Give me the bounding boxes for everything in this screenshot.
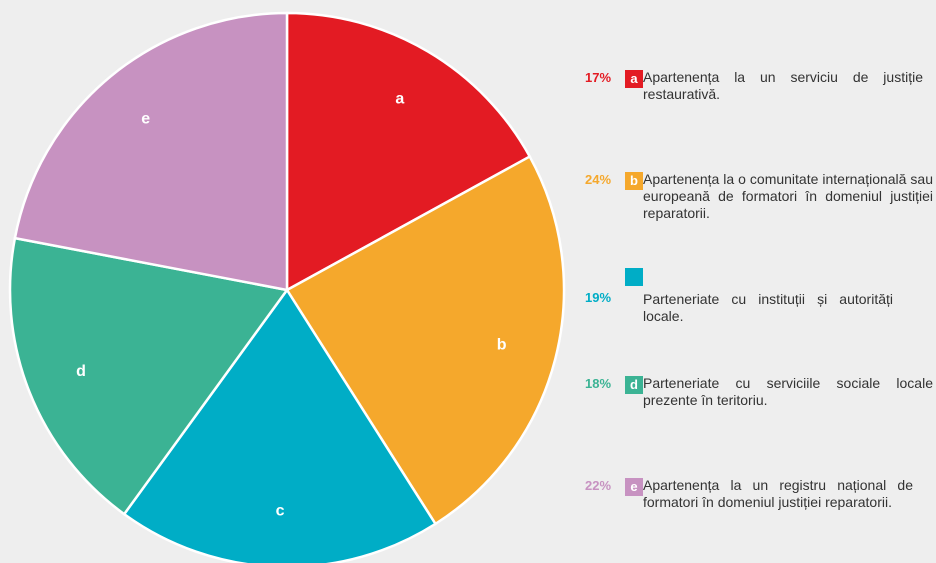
legend-box: d xyxy=(625,376,643,394)
pie-slice xyxy=(122,287,438,563)
legend-box: e xyxy=(625,478,643,496)
legend-box: b xyxy=(625,172,643,190)
pie-slice xyxy=(13,11,289,292)
legend-text: Apartenența la un registru național de f… xyxy=(643,477,913,510)
pie-slice xyxy=(8,236,290,516)
legend-percent: 17% xyxy=(585,70,612,85)
slice-label: c xyxy=(276,503,285,520)
slice-label: b xyxy=(497,336,507,353)
legend-text: Apartenența la o comunitate internaționa… xyxy=(643,171,933,221)
pie-slice xyxy=(285,11,532,293)
slice-label: a xyxy=(395,90,404,107)
legend-percent: 18% xyxy=(585,376,612,391)
legend-percent: 19% xyxy=(585,290,612,305)
slice-label: d xyxy=(76,363,86,380)
legend-text: Parteneriate cu serviciile sociale local… xyxy=(643,375,933,408)
pie-chart: a b c d e xyxy=(8,11,566,563)
legend-percent: 24% xyxy=(585,172,612,187)
legend-box: a xyxy=(625,70,643,88)
legend-percent: 22% xyxy=(585,478,612,493)
slice-label: e xyxy=(141,110,150,127)
legend-text: Parteneriate cu instituții și autorități… xyxy=(643,291,893,324)
legend-text: Apartenența la un serviciu de justiție r… xyxy=(643,69,923,102)
legend-box xyxy=(625,268,643,286)
pie-slice xyxy=(285,154,566,526)
